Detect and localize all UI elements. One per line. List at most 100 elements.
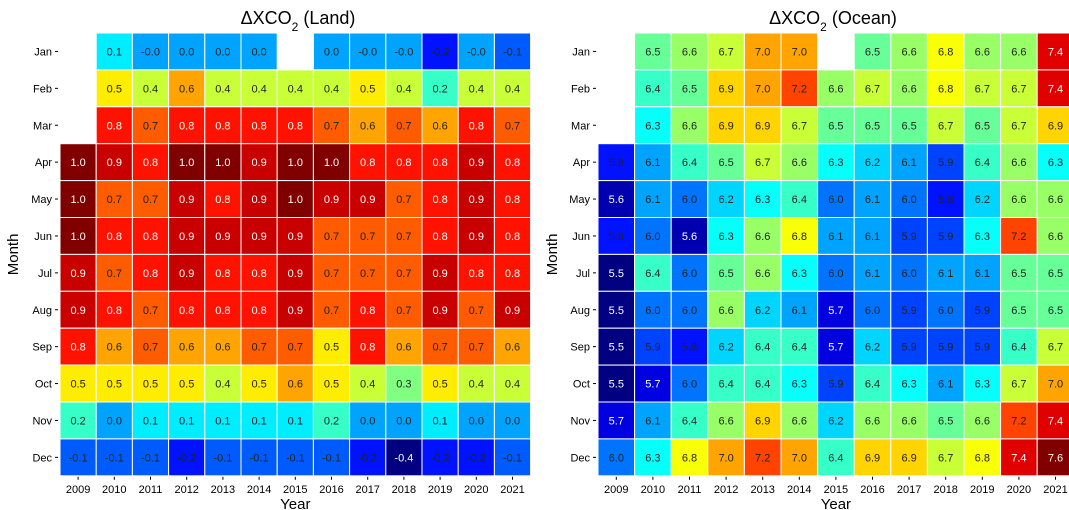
ocean-cell-label: 5.9 [938, 157, 953, 169]
land-cell-jun-2014 [240, 217, 278, 255]
ocean-cell-oct-2021 [1036, 364, 1069, 403]
land-cell-label: 0.8 [215, 268, 230, 280]
ocean-xtick-label: 2015 [824, 484, 848, 496]
land-cell-label: -0.2 [177, 452, 196, 464]
land-cell-oct-2016 [312, 364, 351, 403]
land-cell-oct-2018 [385, 364, 423, 403]
land-cell-may-2021 [493, 180, 532, 219]
land-cell-label: 0.7 [324, 305, 339, 317]
land-cell-label: 0.9 [215, 231, 230, 243]
ocean-cell-label: 6.4 [645, 268, 660, 280]
ocean-cell-aug-2021 [1036, 290, 1069, 329]
land-cell-label: 1.0 [324, 157, 339, 169]
land-cell-label: 1.0 [179, 157, 194, 169]
land-cell-label: 0.8 [469, 268, 484, 280]
land-cell-label: -0.1 [141, 452, 160, 464]
land-cell-jul-2009 [59, 253, 97, 292]
ocean-y-axis-label: Month [544, 234, 561, 276]
land-cell-label: 0.7 [360, 268, 375, 280]
ocean-ytick-label: Feb [571, 83, 590, 95]
land-cell-aug-2019 [421, 290, 459, 329]
land-cell-label: -0.0 [358, 46, 377, 58]
land-cell-aug-2016 [312, 290, 351, 329]
ocean-cell-label: 6.0 [938, 305, 953, 317]
ocean-cell-jul-2012 [707, 253, 745, 292]
ocean-cell-label: 6.6 [1048, 231, 1063, 243]
ocean-cell-jan-2012 [707, 32, 745, 71]
land-cell-label: 0.0 [360, 415, 375, 427]
ocean-cell-label: 6.0 [828, 194, 843, 206]
ocean-cell-dec-2009 [597, 438, 636, 477]
ocean-cell-label: 6.8 [975, 452, 990, 464]
land-cell-label: 0.9 [70, 305, 85, 317]
land-cell-label: 0.8 [505, 268, 520, 280]
land-cell-label: 0.8 [143, 157, 158, 169]
land-cell-may-2009 [59, 180, 97, 219]
ocean-cell-label: 6.7 [975, 83, 990, 95]
land-ytick-label: Jul [38, 268, 52, 280]
ocean-cell-aug-2014 [780, 290, 819, 329]
ocean-cell-apr-2009 [597, 143, 636, 182]
ocean-cell-label: 7.0 [792, 46, 807, 58]
land-cell-label: 1.0 [215, 157, 230, 169]
ocean-cell-label: 6.8 [938, 83, 953, 95]
ocean-cell-label: 5.9 [901, 231, 916, 243]
ocean-cell-feb-2020 [1000, 69, 1038, 108]
ocean-cell-label: 5.5 [609, 379, 624, 391]
land-cell-label: 0.4 [143, 83, 158, 95]
land-cell-feb-2010 [95, 69, 133, 108]
ocean-cell-label: 6.6 [682, 120, 697, 132]
land-cell-label: 0.8 [432, 157, 447, 169]
ocean-cell-label: 6.9 [865, 452, 880, 464]
ocean-cell-label: 6.8 [938, 46, 953, 58]
land-ytick-label: Dec [32, 452, 52, 464]
ocean-xtick-label: 2020 [1007, 484, 1031, 496]
land-cell-jun-2017 [349, 217, 387, 255]
ocean-cell-label: 6.6 [975, 415, 990, 427]
land-cell-feb-2017 [349, 69, 387, 108]
land-cell-label: 0.7 [324, 231, 339, 243]
ocean-cell-label: 6.6 [755, 268, 770, 280]
land-cell-label: 0.8 [215, 194, 230, 206]
ocean-cell-label: 6.1 [865, 268, 880, 280]
land-cell-label: 0.9 [324, 194, 339, 206]
land-cell-label: 0.7 [396, 231, 411, 243]
land-cell-label: 0.7 [324, 268, 339, 280]
land-cell-nov-2013 [204, 401, 242, 440]
land-cell-jul-2011 [131, 253, 170, 292]
land-cell-feb-2016 [312, 69, 351, 108]
land-heatmap-panel: ΔXCO2 (Land) 0.1 -0.0 0.0 0.0 0.0 0.0 -0.0 -0.0 -… [5, 8, 532, 510]
ocean-cell-jul-2016 [853, 253, 892, 292]
ocean-cell-mar-2019 [963, 106, 1002, 145]
ocean-cell-jun-2018 [926, 217, 965, 255]
land-cell-mar-2013 [204, 106, 242, 145]
ocean-cell-label: 6.7 [1011, 83, 1026, 95]
land-cell-may-2010 [95, 180, 133, 219]
land-cell-label: 0.1 [107, 46, 122, 58]
ocean-cell-label: 5.9 [645, 342, 660, 354]
land-xtick-label: 2014 [247, 484, 271, 496]
land-xtick-label: 2010 [102, 484, 126, 496]
ocean-cell-sep-2010 [634, 327, 672, 366]
ocean-cell-label: 6.1 [938, 268, 953, 280]
land-cell-label: 0.9 [251, 231, 266, 243]
ocean-cell-sep-2015 [817, 327, 855, 366]
ocean-cell-label: 5.8 [682, 342, 697, 354]
ocean-xtick-label: 2013 [750, 484, 774, 496]
land-ytick-label: May [31, 194, 52, 206]
ocean-cell-feb-2016 [853, 69, 892, 108]
ocean-cell-label: 6.1 [645, 194, 660, 206]
land-cell-label: 0.7 [251, 342, 266, 354]
land-cell-label: 0.0 [179, 46, 194, 58]
ocean-ytick-label: Aug [570, 305, 590, 317]
ocean-cell-label: 6.7 [938, 452, 953, 464]
ocean-cell-sep-2009 [597, 327, 636, 366]
ocean-cell-label: 6.4 [828, 452, 843, 464]
land-cell-label: 0.4 [396, 83, 411, 95]
ocean-cell-label: 5.5 [609, 305, 624, 317]
ocean-cell-label: 6.0 [901, 194, 916, 206]
ocean-cell-dec-2016 [853, 438, 892, 477]
land-xtick-label: 2015 [283, 484, 307, 496]
ocean-cell-label: 5.9 [975, 342, 990, 354]
land-cell-label: 0.1 [143, 415, 158, 427]
